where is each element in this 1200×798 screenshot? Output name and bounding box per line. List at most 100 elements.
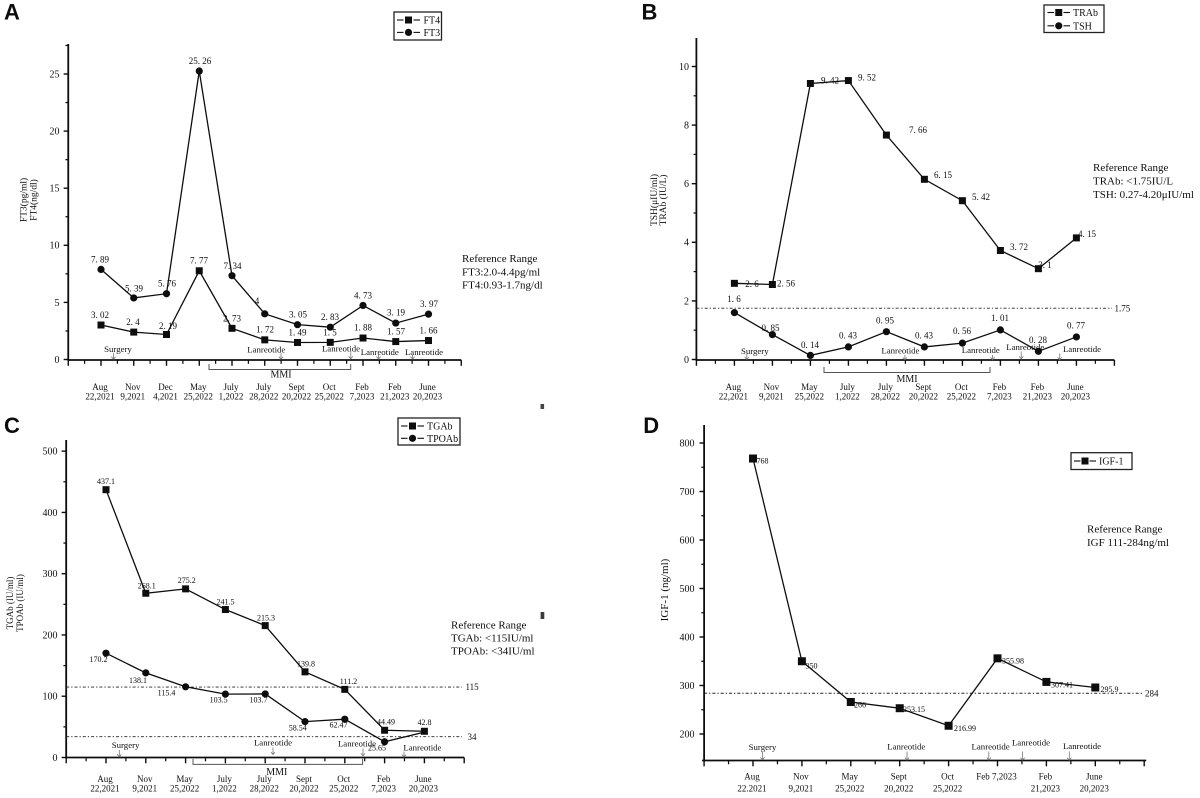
svg-text:20,2022: 20,2022 [909, 391, 938, 401]
svg-text:Feb: Feb [355, 382, 369, 392]
svg-text:115.4: 115.4 [158, 689, 176, 698]
svg-text:1. 66: 1. 66 [420, 326, 439, 336]
svg-text:4: 4 [684, 238, 689, 249]
svg-text:July: July [217, 774, 233, 784]
svg-text:22,2021: 22,2021 [90, 784, 119, 794]
svg-text:5. 39: 5. 39 [125, 284, 144, 294]
svg-text:800: 800 [680, 438, 695, 449]
svg-text:266: 266 [854, 701, 866, 710]
svg-text:2. 73: 2. 73 [223, 314, 242, 324]
svg-text:2. 83: 2. 83 [321, 312, 340, 322]
svg-text:June: June [419, 382, 436, 392]
svg-text:D: D [643, 413, 659, 438]
svg-text:FT4:0.93-1.7ng/dl: FT4:0.93-1.7ng/dl [462, 280, 543, 292]
svg-text:TSH(μIU/ml): TSH(μIU/ml) [649, 174, 660, 226]
svg-text:Sept: Sept [288, 382, 305, 392]
svg-text:25,2022: 25,2022 [947, 391, 976, 401]
svg-text:Surgery: Surgery [112, 740, 140, 750]
svg-text:Aug: Aug [92, 382, 108, 392]
svg-text:1. 01: 1. 01 [991, 313, 1009, 323]
svg-text:9,2021: 9,2021 [132, 784, 157, 794]
svg-text:June: June [1067, 382, 1084, 392]
svg-text:9,2021: 9,2021 [789, 784, 814, 794]
svg-text:1. 88: 1. 88 [354, 323, 373, 333]
svg-text:Reference Range: Reference Range [1093, 162, 1169, 174]
svg-text:1. 72: 1. 72 [256, 325, 274, 335]
svg-text:0. 77: 0. 77 [1067, 321, 1086, 331]
svg-text:Reference Range: Reference Range [451, 620, 527, 632]
svg-text:Reference Range: Reference Range [1087, 524, 1163, 536]
svg-text:25,2022: 25,2022 [184, 391, 213, 401]
svg-text:May: May [176, 774, 193, 784]
svg-text:400: 400 [680, 632, 695, 643]
svg-text:9,2021: 9,2021 [120, 391, 145, 401]
svg-text:3. 19: 3. 19 [387, 308, 406, 318]
svg-text:July: July [878, 382, 894, 392]
svg-text:Oct: Oct [955, 382, 968, 392]
svg-text:22.2021: 22.2021 [737, 784, 766, 794]
svg-text:5: 5 [55, 298, 60, 309]
svg-text:FT4(ng/dl): FT4(ng/dl) [28, 179, 39, 221]
svg-text:Aug: Aug [726, 382, 742, 392]
svg-text:Lanreotide: Lanreotide [972, 742, 1010, 752]
svg-text:Lanreotide: Lanreotide [322, 344, 360, 354]
svg-text:3. 05: 3. 05 [289, 310, 308, 320]
svg-text:44.49: 44.49 [377, 718, 395, 727]
svg-text:5. 42: 5. 42 [972, 192, 990, 202]
svg-text:241.5: 241.5 [217, 598, 235, 607]
svg-text:Lanreotide: Lanreotide [405, 347, 443, 357]
svg-text:1,2022: 1,2022 [219, 391, 244, 401]
svg-text:25,2022: 25,2022 [835, 784, 864, 794]
svg-text:IGF-1 (ng/ml): IGF-1 (ng/ml) [659, 558, 671, 621]
svg-text:7,2023: 7,2023 [350, 391, 375, 401]
svg-text:170.2: 170.2 [90, 655, 108, 664]
svg-text:Sept: Sept [891, 772, 908, 782]
svg-text:2. 4: 2. 4 [126, 317, 140, 327]
svg-text:138.1: 138.1 [129, 676, 147, 685]
svg-text:July: July [257, 774, 273, 784]
svg-text:103.5: 103.5 [210, 696, 228, 705]
svg-text:Lanreotide: Lanreotide [1063, 344, 1101, 354]
svg-text:Sept: Sept [296, 774, 313, 784]
svg-text:5. 76: 5. 76 [158, 279, 177, 289]
svg-text:215.3: 215.3 [257, 614, 275, 623]
svg-text:Feb: Feb [1031, 382, 1045, 392]
svg-text:Feb 7,2023: Feb 7,2023 [976, 772, 1017, 782]
svg-text:58.54: 58.54 [289, 724, 307, 733]
svg-text:Lanreotide: Lanreotide [247, 344, 285, 354]
svg-text:25,2022: 25,2022 [795, 391, 824, 401]
svg-text:500: 500 [43, 447, 58, 458]
svg-text:2. 6: 2. 6 [745, 279, 759, 289]
svg-text:B: B [642, 0, 658, 25]
svg-text:295.9: 295.9 [1101, 685, 1119, 694]
svg-text:25,2022: 25,2022 [329, 784, 358, 794]
svg-text:28,2022: 28,2022 [249, 391, 278, 401]
svg-text:200: 200 [43, 630, 58, 641]
svg-text:MMI: MMI [266, 767, 287, 778]
svg-text:0: 0 [55, 355, 60, 366]
svg-text:Feb: Feb [993, 382, 1007, 392]
svg-text:Nov: Nov [764, 382, 780, 392]
svg-text:Oct: Oct [941, 772, 954, 782]
svg-text:Lanreotide: Lanreotide [962, 345, 1000, 355]
svg-text:25,2022: 25,2022 [170, 784, 199, 794]
svg-text:Lanreotide: Lanreotide [881, 346, 919, 356]
svg-text:IGF-1: IGF-1 [1099, 457, 1123, 468]
svg-text:Feb: Feb [388, 382, 402, 392]
svg-text:10: 10 [50, 241, 60, 252]
svg-text:Lanreotide: Lanreotide [338, 739, 376, 749]
svg-text:0. 43: 0. 43 [915, 331, 934, 341]
svg-text:28,2022: 28,2022 [250, 784, 279, 794]
svg-text:1. 49: 1. 49 [289, 328, 308, 338]
svg-text:21,2023: 21,2023 [1023, 391, 1053, 401]
svg-text:20,2022: 20,2022 [884, 784, 913, 794]
svg-text:350: 350 [806, 662, 818, 671]
svg-text:July: July [256, 382, 272, 392]
svg-text:Oct: Oct [323, 382, 336, 392]
svg-text:111.2: 111.2 [340, 677, 357, 686]
svg-text:FT3:2.0-4.4pg/ml: FT3:2.0-4.4pg/ml [462, 266, 540, 278]
svg-text:3. 72: 3. 72 [1010, 242, 1028, 252]
svg-text:Oct: Oct [337, 774, 350, 784]
svg-text:0. 56: 0. 56 [953, 326, 972, 336]
svg-text:307.41: 307.41 [1051, 681, 1073, 690]
